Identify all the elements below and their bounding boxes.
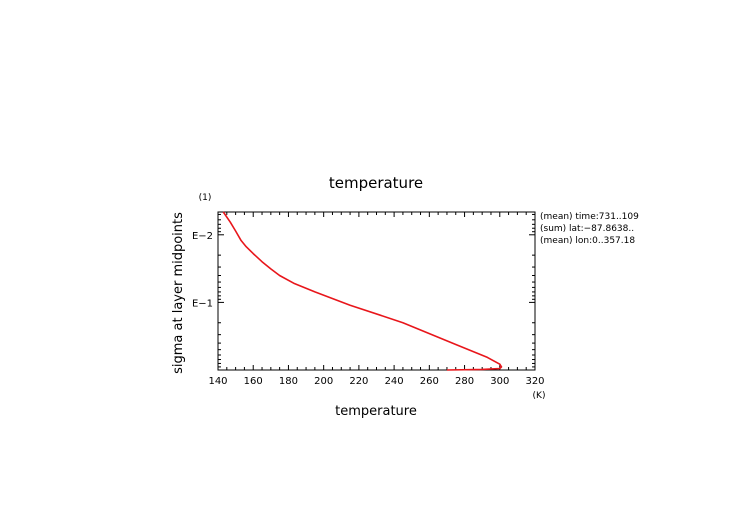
x-unit-label: (K): [533, 391, 546, 401]
x-tick-label: 280: [455, 376, 474, 387]
x-axis-label: temperature: [335, 404, 417, 419]
temperature-profile-line: [222, 211, 503, 371]
x-tick-label: 240: [385, 376, 404, 387]
y-axis-label: sigma at layer midpoints: [171, 212, 186, 374]
x-tick-label: 300: [490, 376, 509, 387]
plot-frame: [217, 211, 536, 371]
annotation-lon: (mean) lon:0..357.18: [540, 236, 635, 246]
x-tick-label: 260: [420, 376, 439, 387]
y-tick-label: E−1: [192, 298, 213, 309]
y-tick-label: E−2: [192, 231, 213, 242]
annotation-lat: (sum) lat:−87.8638..: [540, 224, 634, 234]
x-tick-label: 180: [279, 376, 298, 387]
x-tick-label: 320: [525, 376, 544, 387]
x-tick-label: 220: [349, 376, 368, 387]
x-tick-label: 140: [208, 376, 227, 387]
chart-title: temperature: [329, 174, 423, 192]
x-tick-label: 160: [244, 376, 263, 387]
annotation-time: (mean) time:731..109: [540, 212, 639, 222]
x-tick-label: 200: [314, 376, 333, 387]
y-unit-label: (1): [199, 193, 212, 203]
